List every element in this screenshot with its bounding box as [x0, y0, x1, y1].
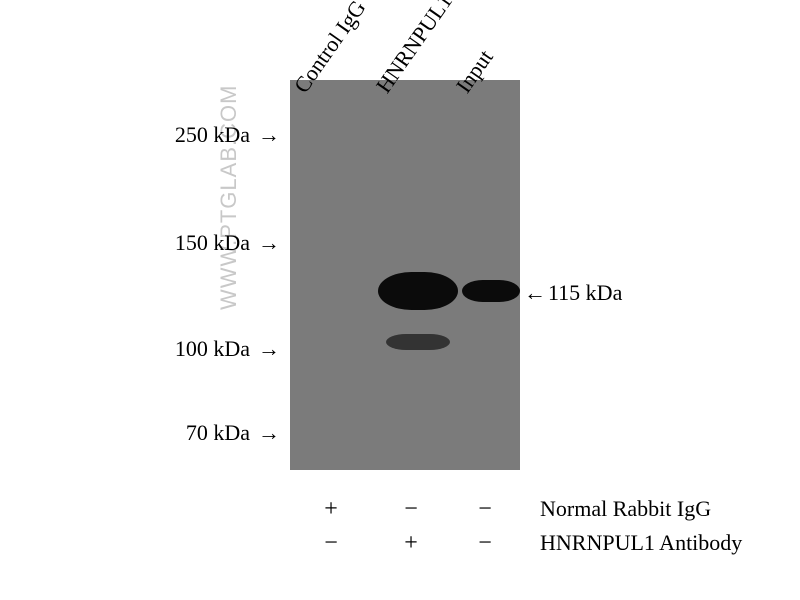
band-lane3-main: [462, 280, 520, 302]
pm-lane3-row1: −: [470, 496, 500, 523]
arrow-250-icon: →: [258, 122, 280, 148]
arrow-100-icon: →: [258, 336, 280, 362]
arrow-70-icon: →: [258, 420, 280, 446]
marker-150: 150 kDa: [150, 230, 250, 256]
arrow-150-icon: →: [258, 230, 280, 256]
band-lane2-main: [378, 272, 458, 310]
condition-label-antibody: HNRNPUL1 Antibody: [540, 530, 742, 556]
arrow-band-icon: ←: [524, 280, 546, 306]
marker-100: 100 kDa: [150, 336, 250, 362]
pm-lane2-row2: +: [396, 530, 426, 557]
marker-70: 70 kDa: [164, 420, 250, 446]
pm-lane3-row2: −: [470, 530, 500, 557]
blot-membrane: [290, 80, 520, 470]
condition-label-igg: Normal Rabbit IgG: [540, 496, 711, 522]
band-lane2-lower: [386, 334, 450, 350]
watermark-text: WWW.PTGLAB.COM: [216, 85, 242, 310]
marker-250: 250 kDa: [150, 122, 250, 148]
pm-lane2-row1: −: [396, 496, 426, 523]
pm-lane1-row1: +: [316, 496, 346, 523]
pm-lane1-row2: −: [316, 530, 346, 557]
band-label-115: 115 kDa: [548, 280, 622, 306]
figure-container: WWW.PTGLAB.COM Control IgG HNRNPUL1 Inpu…: [0, 0, 800, 600]
